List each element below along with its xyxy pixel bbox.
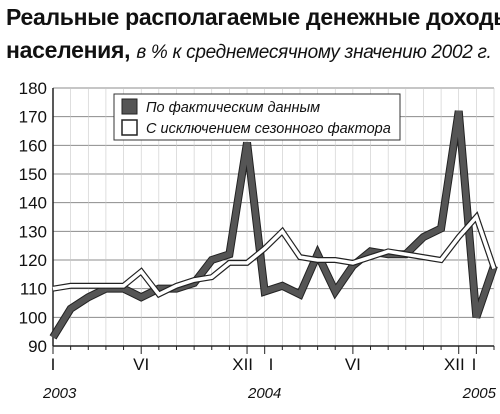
x-tick-label: VI: [133, 355, 149, 374]
x-tick-label: I: [51, 355, 56, 374]
y-tick-label: 180: [19, 79, 47, 98]
chart-subtitle: в % к среднемесячному значению 2002 г.: [136, 42, 492, 63]
chart-title: Реальные располагаемые денежные доходы: [6, 4, 500, 30]
y-tick-label: 160: [19, 136, 47, 155]
series-line-actual: [50, 110, 497, 339]
y-tick-label: 110: [20, 280, 47, 299]
y-tick-label: 90: [28, 337, 47, 356]
year-label: 2005: [462, 385, 497, 402]
y-tick-label: 100: [19, 308, 47, 327]
x-tick-label: VI: [345, 355, 361, 374]
x-tick-label: XII: [232, 355, 253, 374]
series-line-seasonal: [52, 213, 496, 297]
legend-label-seasonal: С исключением сезонного фактора: [146, 121, 391, 137]
y-tick-label: 170: [19, 108, 47, 127]
y-tick-label: 120: [19, 251, 47, 270]
x-tick-label: I: [472, 355, 477, 374]
year-label: 2004: [247, 385, 281, 402]
year-label: 2003: [42, 385, 77, 402]
x-tick-label: XII: [444, 355, 465, 374]
legend-swatch-actual: [121, 98, 138, 115]
legend-box: [113, 93, 401, 141]
chart-title-line2: населения, в % к среднемесячному значени…: [6, 37, 492, 66]
y-tick-label: 130: [19, 222, 47, 241]
x-tick-label: I: [269, 355, 274, 374]
legend-label-actual: По фактическим данным: [146, 100, 320, 116]
y-tick-label: 140: [19, 194, 47, 213]
chart-title-continuation: населения,: [6, 37, 131, 63]
y-tick-label: 150: [19, 165, 47, 184]
legend-swatch-seasonal: [121, 119, 138, 136]
